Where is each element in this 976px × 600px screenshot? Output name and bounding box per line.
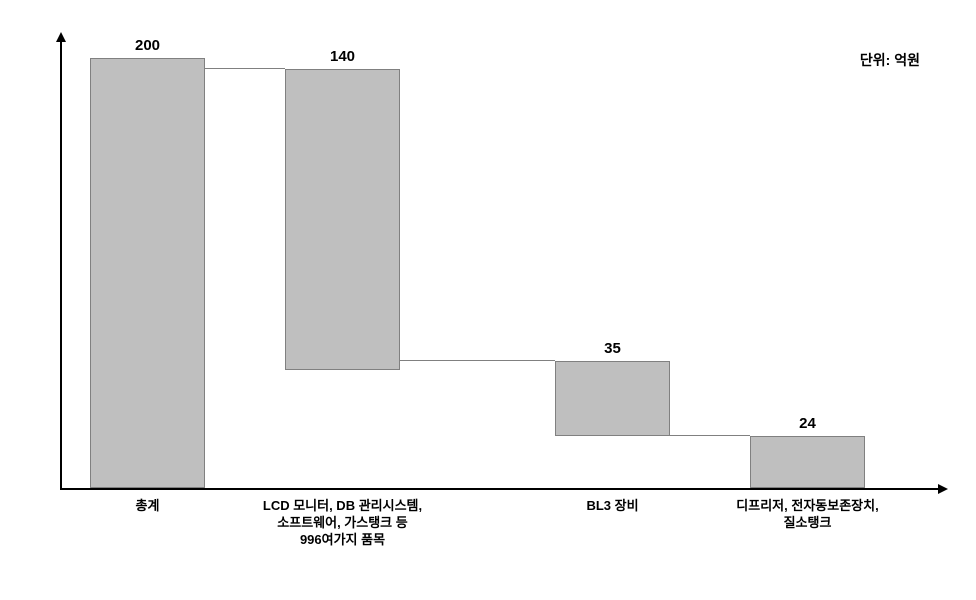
category-label: BL3 장비 (513, 498, 713, 515)
connector-line (400, 360, 555, 361)
bar (285, 69, 400, 370)
y-axis (60, 40, 62, 490)
category-label: LCD 모니터, DB 관리시스템, 소프트웨어, 가스탱크 등 996여가지 … (243, 498, 443, 549)
bar (555, 361, 670, 436)
chart-container: 2001403524 총계LCD 모니터, DB 관리시스템, 소프트웨어, 가… (60, 40, 940, 560)
value-label: 35 (555, 340, 670, 357)
x-axis (60, 488, 940, 490)
plot-area: 200 140 35 24 (60, 40, 940, 490)
connector-line (205, 68, 285, 69)
value-label: 140 (285, 48, 400, 65)
x-axis-arrow-icon (938, 484, 948, 494)
bar (90, 58, 205, 488)
category-label: 디프리저, 전자동보존장치, 질소탱크 (708, 498, 908, 532)
value-label: 24 (750, 415, 865, 432)
value-label: 200 (90, 37, 205, 54)
y-axis-arrow-icon (56, 32, 66, 42)
unit-label: 단위: 억원 (860, 50, 920, 70)
category-label: 총계 (48, 498, 248, 515)
bar (750, 436, 865, 488)
connector-line (670, 435, 750, 436)
